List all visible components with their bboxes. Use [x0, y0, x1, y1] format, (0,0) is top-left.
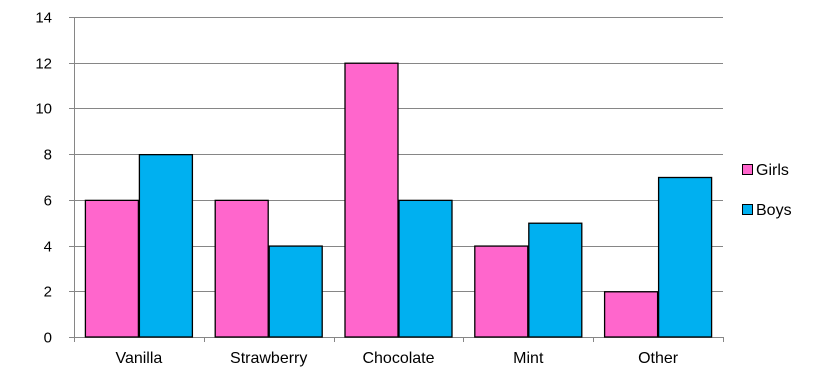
x-category-label: Mint — [513, 350, 544, 367]
legend-swatch-girls — [742, 164, 753, 175]
y-tick-label: 0 — [44, 330, 52, 347]
y-tick-label: 10 — [35, 101, 52, 118]
bar-boys-chocolate — [398, 199, 453, 338]
legend-label-boys: Boys — [756, 202, 792, 219]
legend-swatch-boys — [742, 204, 753, 215]
x-category-label: Vanilla — [115, 350, 162, 367]
y-tick-label: 4 — [44, 239, 52, 256]
x-category-label: Chocolate — [362, 350, 434, 367]
bar-girls-chocolate — [344, 62, 399, 338]
bar-boys-other — [657, 176, 713, 338]
bar-girls-strawberry — [214, 199, 269, 338]
bar-girls-other — [603, 291, 659, 338]
legend: Girls Boys — [742, 162, 792, 219]
legend-label-girls: Girls — [756, 162, 789, 179]
bar-boys-vanilla — [138, 153, 194, 338]
x-category-label: Strawberry — [230, 350, 307, 367]
y-tick-label: 6 — [44, 193, 52, 210]
bar-girls-vanilla — [84, 199, 140, 338]
y-tick-labels: 0 2 4 6 8 10 12 14 — [35, 10, 52, 347]
bar-girls-mint — [474, 245, 529, 338]
y-tick-label: 8 — [44, 147, 52, 164]
x-category-labels: Vanilla Strawberry Chocolate Mint Other — [115, 350, 678, 367]
bar-boys-mint — [528, 222, 583, 338]
y-tick-label: 12 — [35, 56, 52, 73]
y-tick-label: 14 — [35, 10, 52, 27]
x-category-label: Other — [638, 350, 679, 367]
bars — [84, 62, 713, 338]
y-tick-label: 2 — [44, 284, 52, 301]
bar-boys-strawberry — [268, 245, 323, 338]
